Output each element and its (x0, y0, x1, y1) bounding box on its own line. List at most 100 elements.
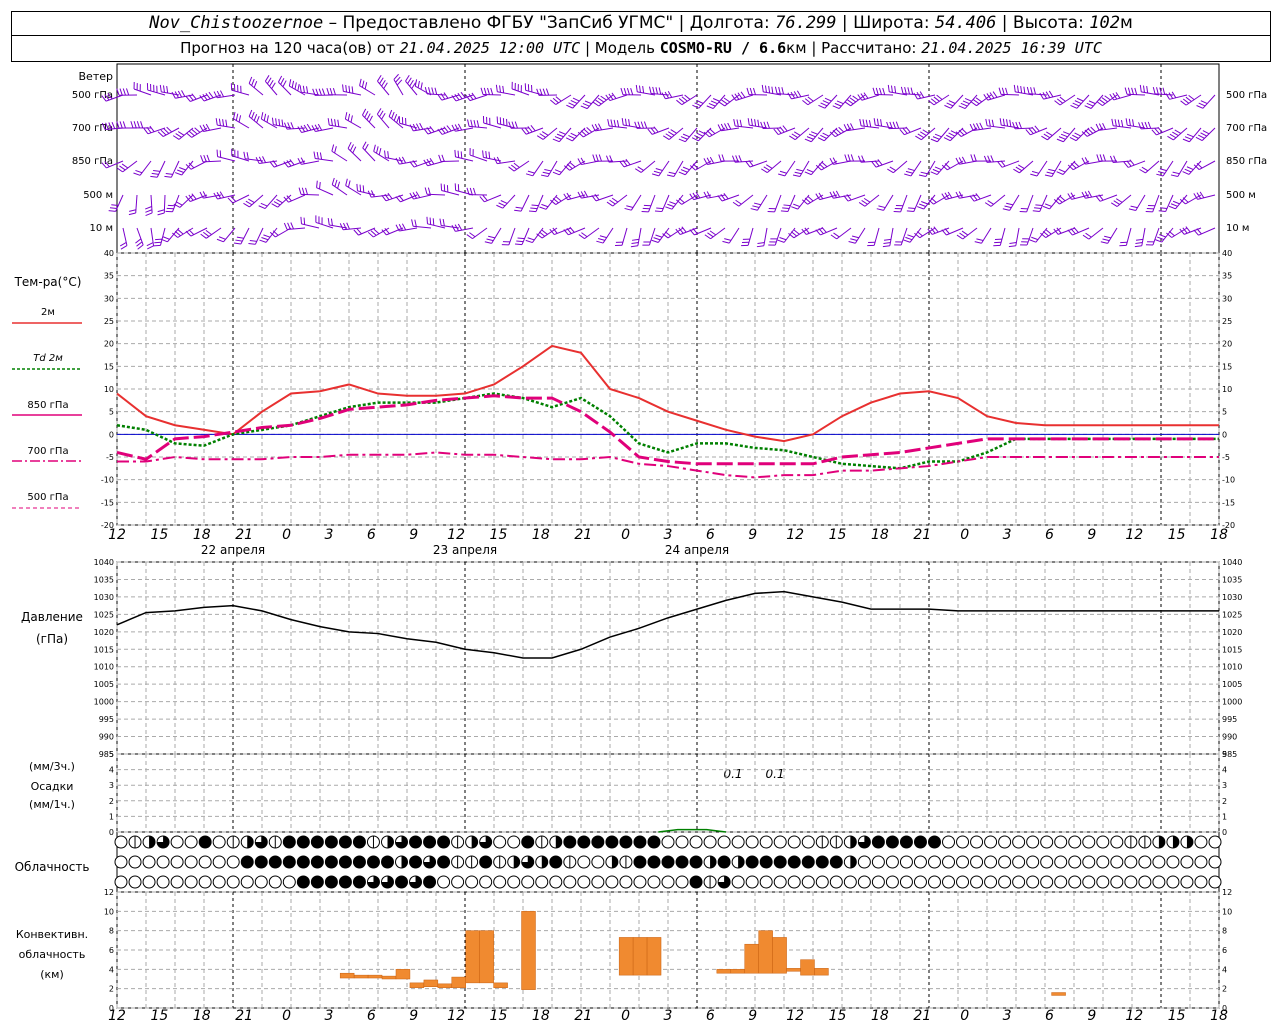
wind-barb-feather (260, 202, 268, 207)
wind-barb-feather (364, 143, 369, 151)
wind-barb-feather (108, 210, 116, 212)
wind-barb-feather (555, 96, 562, 102)
wind-barb-shaft (1035, 227, 1048, 243)
wind-barb-feather (107, 93, 113, 100)
wind-barb-feather (830, 234, 837, 240)
cloud-full (872, 836, 885, 848)
wind-barb-feather (398, 223, 403, 231)
wind-barb-feather (914, 232, 921, 239)
wind-barb-feather (104, 94, 110, 101)
wind-barb-feather (1131, 87, 1134, 95)
wind-barb-feather (692, 104, 699, 109)
wind-barb-feather (950, 130, 958, 135)
cloud-full (367, 856, 380, 868)
wind-barb-shaft (623, 160, 642, 168)
wind-barb-feather (1098, 194, 1104, 201)
wind-barb-shaft (472, 227, 488, 240)
wind-barb-feather (1000, 160, 1006, 167)
wind-barb-feather (1095, 123, 1100, 131)
wind-barb-feather (1184, 136, 1192, 140)
wind-barb-feather (409, 192, 414, 200)
pressure-tick-left: 1005 (94, 680, 114, 689)
wind-barb-feather (682, 166, 690, 171)
wind-barb-shaft (491, 227, 502, 244)
wind-barb-feather (676, 99, 683, 106)
wind-barb-feather (676, 199, 682, 205)
wind-barb-feather (919, 91, 925, 98)
wind-barb-shaft (749, 160, 768, 168)
wind-barb-shaft (1036, 160, 1048, 177)
wind-barb-feather (496, 204, 503, 209)
cloud-circle (801, 835, 815, 849)
cloud-three-quarter (381, 876, 394, 888)
wind-barb-feather (1111, 118, 1114, 126)
wind-barb-feather (1081, 131, 1088, 137)
wind-barb-feather (738, 155, 742, 162)
wind-barb-shaft (1188, 160, 1202, 175)
cloud-full (311, 876, 324, 888)
wind-barb-feather (122, 121, 126, 129)
wind-barb-feather (596, 240, 604, 244)
wind-barb-feather (1018, 164, 1025, 169)
wind-barb-feather (637, 121, 641, 129)
wind-barb-feather (552, 227, 558, 234)
wind-barb-feather (892, 121, 896, 129)
wind-barb-shaft (1026, 194, 1034, 213)
wind-barb-feather (160, 129, 167, 136)
cloud-half (611, 856, 618, 868)
wind-barb-feather (286, 160, 292, 167)
wind-barb-feather (351, 86, 354, 94)
cloud-circle (212, 835, 226, 849)
wind-barb-feather (101, 95, 107, 102)
wind-barb-feather (706, 191, 711, 198)
wind-barb-feather (419, 122, 424, 130)
wind-barb-feather (1058, 168, 1066, 173)
wind-barb-feather (916, 231, 923, 237)
wind-barb-feather (1053, 228, 1059, 235)
wind-barb-shaft (583, 127, 600, 138)
wind-barb-feather (384, 228, 390, 234)
wind-barb-shaft (657, 227, 670, 243)
wind-barb-feather (199, 191, 204, 199)
right-level-500hpa: 500 гПа (1226, 90, 1267, 101)
wind-barb-feather (215, 118, 218, 126)
wind-barb-feather (488, 235, 496, 239)
wind-barb-feather (387, 192, 393, 200)
wind-barb-feather (157, 209, 165, 213)
hour-label-bottom: 12 (786, 1008, 804, 1024)
wind-barb-feather (1169, 133, 1177, 139)
wind-barb-feather (1029, 239, 1037, 243)
wind-barb-feather (999, 118, 1002, 126)
wind-barb-feather (757, 119, 760, 127)
wind-barb-feather (1134, 87, 1138, 95)
cloud-circle (1110, 855, 1124, 869)
pressure-tick-right: 1010 (1222, 663, 1242, 672)
wind-barb-feather (895, 121, 900, 129)
wind-barb-feather (1015, 166, 1023, 172)
wind-barb-feather (754, 119, 757, 127)
date-label: 24 апреля (665, 543, 729, 557)
wind-barb-shaft (783, 227, 796, 243)
cloud-circle (128, 855, 142, 869)
wind-barb-feather (863, 92, 869, 99)
wind-barb-feather (815, 229, 821, 236)
wind-barb-shaft (774, 194, 782, 213)
wind-barb-feather (373, 144, 376, 152)
temp-tick-left: 30 (104, 294, 114, 303)
wind-barb-feather (362, 141, 367, 149)
wind-barb-feather (862, 119, 865, 127)
wind-barb-shaft (331, 184, 348, 196)
wind-barb-feather (997, 161, 1003, 168)
wind-barb-feather (608, 93, 614, 100)
cloud-circle (198, 875, 212, 889)
wind-barb-feather (793, 229, 800, 235)
panel-frame-wind (116, 63, 1220, 254)
wind-barb-shaft (947, 160, 964, 171)
wind-barb-feather (200, 155, 204, 163)
wind-barb-shaft (1125, 227, 1132, 246)
wind-barb-feather (782, 207, 790, 210)
wind-barb-feather (1045, 91, 1051, 98)
wind-barb-feather (796, 168, 804, 172)
wind-barb-shaft (559, 160, 572, 176)
wind-barb-feather (306, 123, 312, 131)
